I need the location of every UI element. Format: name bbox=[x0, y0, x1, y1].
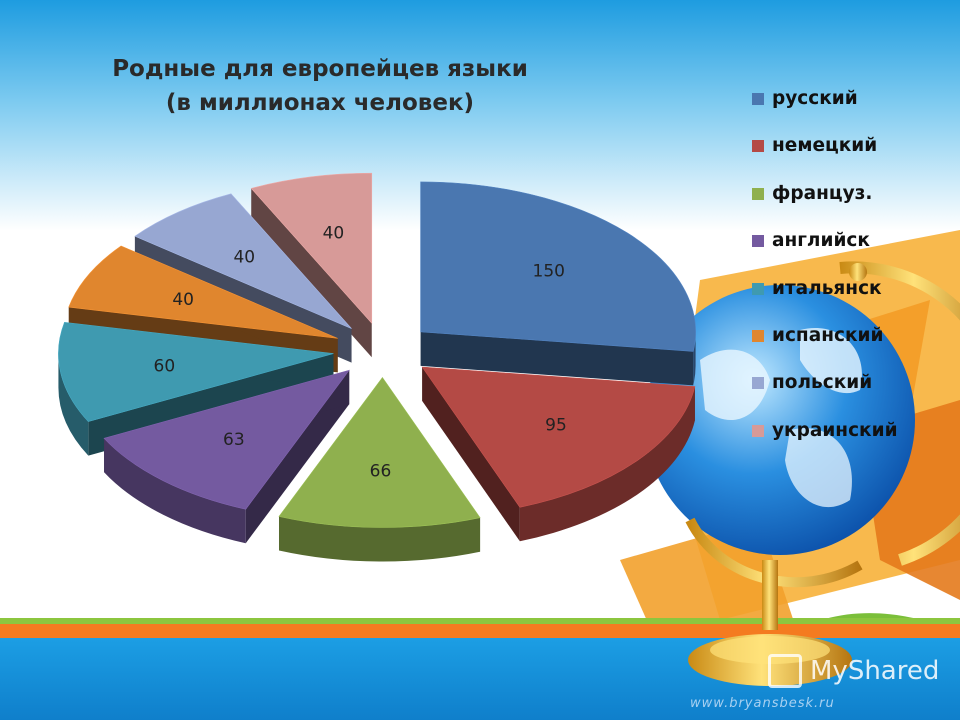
legend-swatch-7 bbox=[752, 377, 764, 390]
legend-swatch-6 bbox=[752, 329, 764, 342]
legend-label-5: итальянск bbox=[772, 277, 882, 299]
pie-slice-1-side-1 bbox=[693, 331, 696, 386]
chart-legend: русский немецкий француз. английск итальянск… bbox=[752, 86, 952, 465]
pie-slice-1-wall-2 bbox=[420, 331, 694, 386]
legend-swatch-3 bbox=[752, 187, 764, 200]
data-label-5: 60 bbox=[154, 357, 176, 377]
pie-slice-4-side-1 bbox=[104, 438, 246, 544]
data-label-8: 40 bbox=[323, 224, 345, 244]
legend-swatch-2 bbox=[752, 140, 764, 153]
footer-url: www.bryansbesk.ru bbox=[690, 696, 835, 711]
pie-slice-4-top bbox=[103, 369, 350, 510]
legend-label-2: немецкий bbox=[772, 135, 878, 157]
legend-item-8: украинский bbox=[752, 418, 952, 465]
pie-slice-8-wall-1 bbox=[251, 188, 372, 358]
data-label-2: 95 bbox=[545, 416, 567, 436]
pie-slice-1-top bbox=[420, 181, 696, 352]
data-label-1: 150 bbox=[533, 262, 565, 282]
pie-slice-2 bbox=[421, 366, 696, 542]
brand-logo: MyShared bbox=[768, 654, 939, 688]
pie-slice-8-top bbox=[250, 172, 373, 324]
pie-slice-3-side-1 bbox=[278, 516, 481, 562]
globe-icon bbox=[645, 261, 960, 686]
legend-label-7: польский bbox=[772, 372, 873, 394]
pie-slice-4 bbox=[103, 369, 350, 544]
legend-swatch-4 bbox=[752, 235, 764, 248]
legend-item-1: русский bbox=[752, 86, 952, 133]
legend-swatch-5 bbox=[752, 282, 764, 295]
chart-title-line-2: (в миллионах человек) bbox=[165, 90, 475, 116]
legend-swatch-8 bbox=[752, 424, 764, 437]
legend-label-4: английск bbox=[772, 230, 870, 252]
pie-slice-1 bbox=[420, 181, 696, 386]
pie-slice-3 bbox=[278, 376, 481, 562]
legend-item-7: польский bbox=[752, 370, 952, 417]
legend-item-3: француз. bbox=[752, 181, 952, 228]
data-label-7: 40 bbox=[233, 247, 255, 267]
data-label-3: 66 bbox=[370, 461, 392, 481]
legend-label-8: украинский bbox=[772, 419, 898, 441]
legend-item-5: итальянск bbox=[752, 276, 952, 323]
pie-slice-3-top bbox=[278, 376, 481, 528]
chart-title: Родные для европейцев языки (в миллионах… bbox=[110, 52, 530, 120]
pie-slice-5-side-1 bbox=[58, 353, 89, 456]
pie-slice-2-top bbox=[421, 366, 696, 508]
footer-stripe-green bbox=[0, 618, 960, 624]
pie-slice-7-top bbox=[134, 193, 352, 329]
pie-slice-2-side-1 bbox=[519, 386, 695, 542]
legend-swatch-1 bbox=[752, 93, 764, 105]
legend-label-6: испанский bbox=[772, 324, 884, 346]
brand-logo-icon bbox=[768, 654, 802, 688]
pie-slice-5-top bbox=[58, 322, 334, 422]
data-label-4: 63 bbox=[223, 430, 245, 450]
pie-slice-8 bbox=[250, 172, 373, 358]
pie-slice-2-wall-2 bbox=[422, 367, 520, 542]
legend-label-1: русский bbox=[772, 88, 858, 109]
chart-title-line-1: Родные для европейцев языки bbox=[112, 56, 528, 82]
legend-label-3: француз. bbox=[772, 182, 873, 204]
legend-item-4: английск bbox=[752, 228, 952, 275]
pie-slice-6-top bbox=[68, 245, 338, 339]
legend-item-6: испанский bbox=[752, 323, 952, 370]
data-label-6: 40 bbox=[172, 290, 194, 310]
legend-item-2: немецкий bbox=[752, 133, 952, 180]
footer-stripe-orange bbox=[0, 624, 960, 638]
brand-logo-text: MyShared bbox=[810, 656, 940, 686]
pie-slice-4-wall-1 bbox=[245, 370, 350, 544]
